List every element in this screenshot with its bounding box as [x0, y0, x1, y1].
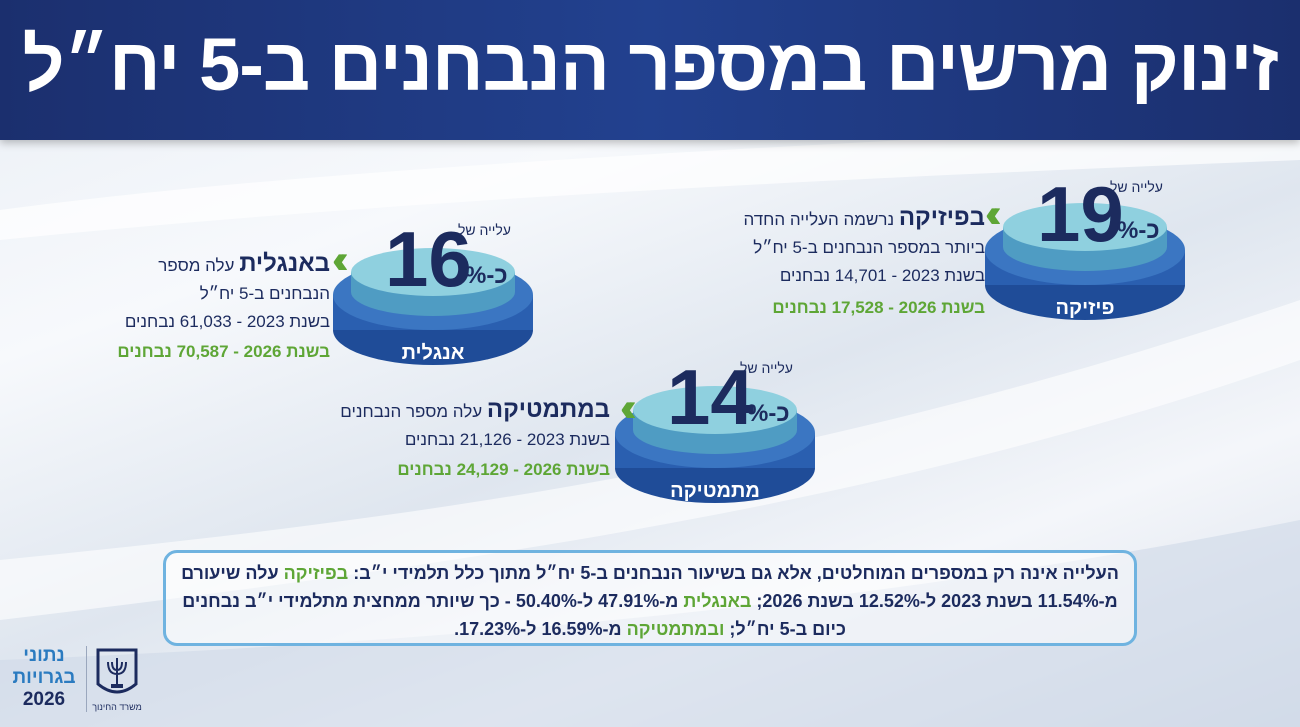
- description: עלה מספר הנבחנים: [340, 402, 483, 421]
- summary-text: העלייה אינה רק במספרים המוחלטים, אלא גם …: [348, 563, 1119, 583]
- subject-text: במתמטיקה עלה מספר הנבחנים בשנת 2023 - 21…: [340, 396, 610, 484]
- year-2026: בשנת 2026 - 70,587 נבחנים: [117, 342, 330, 361]
- arrows: ‹‹: [985, 192, 1001, 236]
- divider: [86, 646, 87, 712]
- subject-name: באנגלית: [239, 250, 330, 277]
- ministry: משרד החינוך: [92, 702, 142, 712]
- summary-highlight: בפיזיקה: [283, 563, 349, 583]
- brand-line: 2026: [22, 689, 66, 710]
- rise-value: 19: [1037, 170, 1124, 258]
- summary-text: עלה שיעורם מ-11.54% בשנת 2023 ל-12.52% ב…: [181, 563, 1118, 611]
- brand-line: נתוני: [23, 645, 65, 666]
- arrows: ‹‹: [620, 386, 636, 430]
- disc-shape: [985, 203, 1185, 320]
- disc-label: מתמטיקה: [670, 480, 760, 502]
- description: ביותר במספר הנבחנים ב-5 יח״ל: [753, 238, 985, 257]
- year-2026: בשנת 2026 - 17,528 נבחנים: [772, 298, 985, 317]
- summary-text: מ-47.91% ל-50.40% - כך שיותר ממחצית מתלמ…: [182, 591, 846, 639]
- disc: עלייה של 16 כ-% אנגלית: [333, 220, 533, 370]
- description: נרשמה העלייה החדה: [743, 210, 895, 229]
- disc-shape: [615, 386, 815, 503]
- year-2026: בשנת 2026 - 24,129 נבחנים: [397, 460, 610, 479]
- rise-value: 16: [385, 215, 472, 303]
- year-2023: בשנת 2023 - 61,033 נבחנים: [124, 312, 330, 331]
- title: זינוק מרשים במספר הנבחנים ב-5 יח״ל: [22, 23, 1278, 106]
- year-2023: בשנת 2023 - 14,701 נבחנים: [779, 266, 985, 285]
- summary-highlight: ובמתמטיקה: [626, 619, 725, 639]
- rise-value: 14: [667, 353, 754, 441]
- subject-text: באנגלית עלה מספר הנבחנים ב-5 יח״ל בשנת 2…: [117, 250, 330, 366]
- rise-label: עלייה של: [458, 222, 511, 238]
- subject-name: במתמטיקה: [486, 396, 610, 423]
- description: עלה מספר: [158, 256, 235, 275]
- disc: עלייה של 19 כ-% פיזיקה: [985, 175, 1185, 325]
- header-bar: זינוק מרשים במספר הנבחנים ב-5 יח״ל: [0, 0, 1300, 140]
- summary-box: העלייה אינה רק במספרים המוחלטים, אלא גם …: [163, 550, 1137, 646]
- rise-label: עלייה של: [740, 360, 793, 376]
- arrows: ‹‹: [332, 238, 348, 282]
- disc-shape: [333, 248, 533, 365]
- disc-label: אנגלית: [401, 342, 465, 364]
- brand: נתוני בגרויות 2026: [10, 645, 78, 711]
- summary-text: מ-16.59% ל-17.23%.: [454, 619, 627, 639]
- subject-text: בפיזיקה נרשמה העלייה החדה ביותר במספר הנ…: [743, 204, 985, 322]
- rise-unit: כ-%: [747, 400, 790, 427]
- emblem: [96, 648, 138, 694]
- description: הנבחנים ב-5 יח״ל: [199, 284, 330, 303]
- rise-label: עלייה של: [1110, 179, 1163, 195]
- subject-name: בפיזיקה: [898, 204, 985, 231]
- rise-unit: כ-%: [1117, 217, 1160, 244]
- disc-label: פיזיקה: [1055, 297, 1115, 319]
- summary-highlight: באנגלית: [683, 591, 752, 611]
- year-2023: בשנת 2023 - 21,126 נבחנים: [404, 430, 610, 449]
- disc: עלייה של 14 כ-% מתמטיקה: [615, 358, 815, 508]
- brand-line: בגרויות: [12, 667, 76, 688]
- rise-unit: כ-%: [465, 262, 508, 289]
